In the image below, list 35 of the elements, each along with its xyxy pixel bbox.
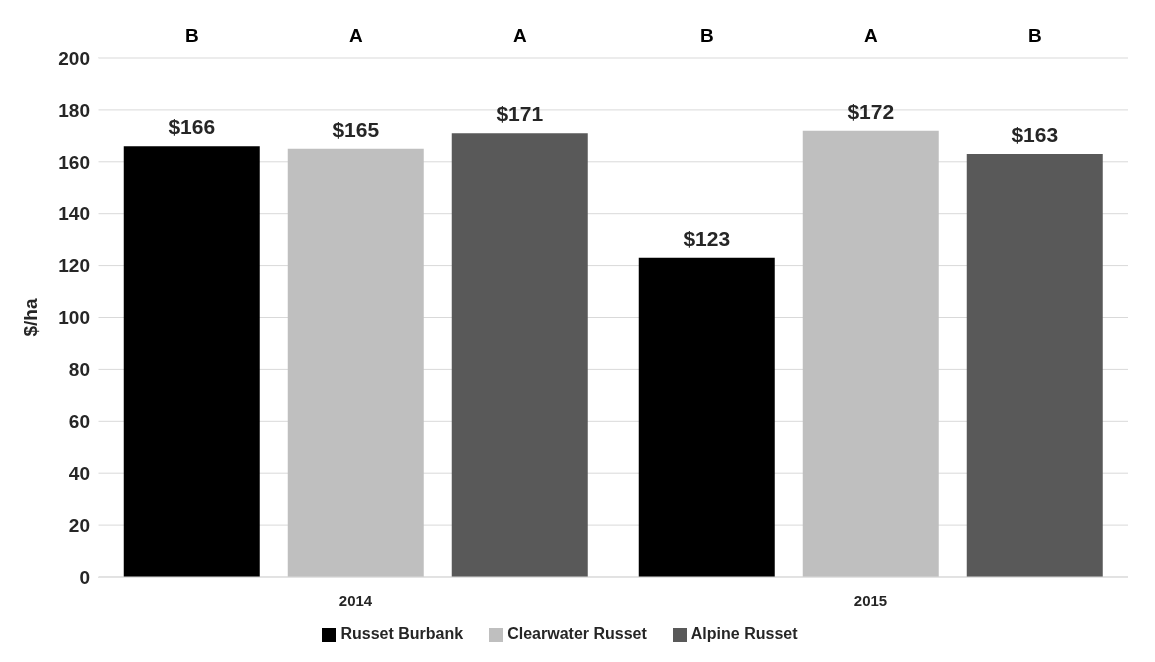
data-label: $163 [1011, 123, 1059, 147]
y-tick-label: 140 [58, 203, 90, 225]
y-tick-label: 120 [58, 255, 90, 277]
text: B [184, 25, 199, 46]
y-tick-label: 180 [58, 99, 90, 121]
legend-label: Clearwater Russet [507, 625, 647, 642]
bar [966, 154, 1103, 577]
data-label: $123 [683, 226, 731, 250]
y-tick-label: 80 [68, 359, 90, 381]
y-axis-title: $/ha [19, 298, 41, 337]
bar [287, 148, 424, 577]
y-tick-label: 100 [58, 307, 90, 329]
data-label: $166 [168, 115, 216, 139]
bar [638, 257, 775, 577]
data-label: $172 [847, 99, 895, 123]
y-tick-label: 20 [68, 514, 90, 536]
bar [802, 130, 939, 577]
y-tick-label: 0 [79, 566, 90, 588]
legend-label: Russet Burbank [340, 625, 464, 642]
y-tick-label: 40 [68, 462, 90, 484]
bar [123, 146, 260, 577]
text: A [348, 25, 363, 46]
x-tick-label: 2014 [338, 591, 373, 609]
data-label: $171 [496, 102, 544, 126]
text: B [699, 25, 714, 46]
text: A [863, 25, 878, 46]
y-tick-label: 60 [68, 411, 90, 433]
y-tick-label: 160 [58, 151, 90, 173]
x-tick-label: 2015 [853, 591, 888, 609]
text: B [1027, 25, 1042, 46]
legend-label: Alpine Russet [690, 625, 798, 642]
text: A [512, 25, 527, 46]
bar [451, 133, 588, 577]
y-tick-label: 200 [58, 47, 90, 69]
data-label: $165 [332, 117, 380, 141]
